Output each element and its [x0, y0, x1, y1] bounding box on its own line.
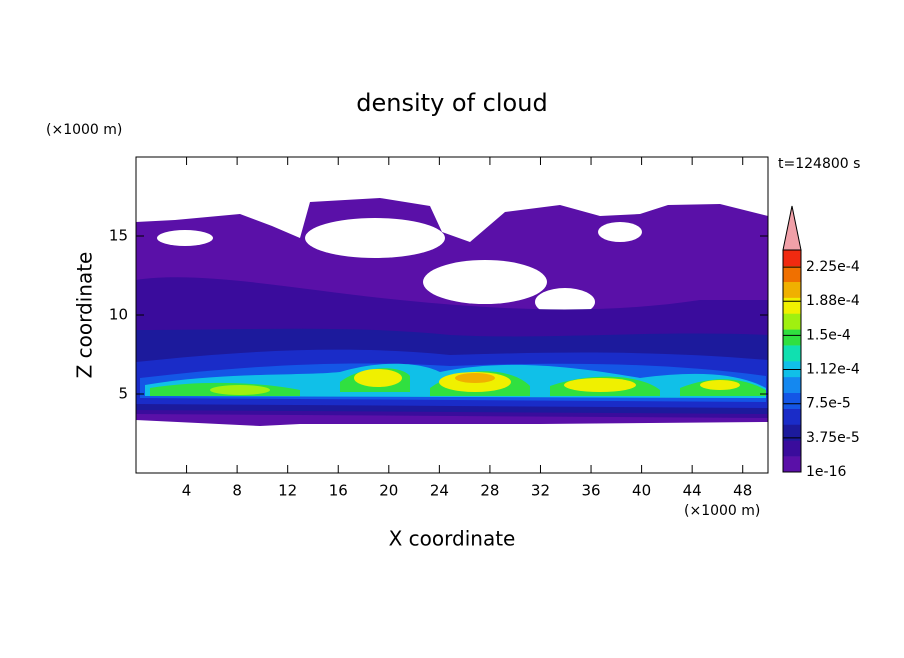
color-band	[783, 440, 801, 457]
color-band	[783, 313, 801, 330]
color-band	[783, 265, 801, 283]
y-axis-label: Z coordinate	[73, 252, 97, 379]
x-tick-label: 40	[632, 482, 651, 500]
x-tick-label: 36	[581, 482, 600, 500]
x-unit: (×1000 m)	[684, 503, 760, 519]
colorbar-label: 3.75e-5	[806, 430, 860, 446]
x-tick-label: 48	[733, 482, 752, 500]
y-unit: (×1000 m)	[46, 122, 122, 138]
color-band	[783, 408, 801, 425]
cloud-gap	[535, 288, 595, 316]
colorbar-label: 1.88e-4	[806, 293, 860, 309]
y-tick-label: 10	[109, 306, 128, 324]
cloud-core	[354, 369, 402, 387]
y-tick-label: 15	[109, 227, 128, 245]
cloud-gap	[598, 222, 642, 242]
color-band	[783, 281, 801, 298]
x-tick-label: 28	[480, 482, 499, 500]
x-tick-label: 8	[232, 482, 242, 500]
cloud-core	[455, 373, 495, 383]
chart-title: density of cloud	[356, 89, 547, 117]
color-band	[783, 329, 801, 346]
cloud-core	[210, 385, 270, 395]
colorbar-label: 1.12e-4	[806, 362, 860, 378]
color-band	[783, 250, 801, 267]
color-band	[783, 345, 801, 362]
x-tick-label: 24	[430, 482, 449, 500]
colorbar-label: 1.5e-4	[806, 327, 851, 343]
cloud-core	[700, 380, 740, 390]
color-band	[783, 376, 801, 394]
cloud-gap	[305, 218, 445, 258]
cloud-core	[564, 378, 636, 392]
time-label: t=124800 s	[778, 156, 860, 172]
x-tick-label: 32	[531, 482, 550, 500]
cloud-gap	[423, 260, 547, 304]
y-tick-label: 5	[118, 385, 128, 403]
x-tick-label: 20	[379, 482, 398, 500]
colorbar-extension	[782, 205, 802, 251]
colorbar-label: 7.5e-5	[806, 396, 851, 412]
color-band	[783, 456, 801, 473]
colorbar-label: 2.25e-4	[806, 259, 860, 275]
color-band	[783, 297, 801, 314]
x-tick-label: 16	[329, 482, 348, 500]
x-tick-label: 4	[182, 482, 192, 500]
cloud-gap	[157, 230, 213, 246]
x-tick-label: 12	[278, 482, 297, 500]
color-band	[783, 392, 801, 409]
colorbar-label: 1e-16	[806, 464, 846, 480]
x-axis-label: X coordinate	[389, 527, 516, 551]
color-band	[783, 424, 801, 441]
x-tick-label: 44	[683, 482, 702, 500]
cloud-field	[136, 198, 768, 426]
